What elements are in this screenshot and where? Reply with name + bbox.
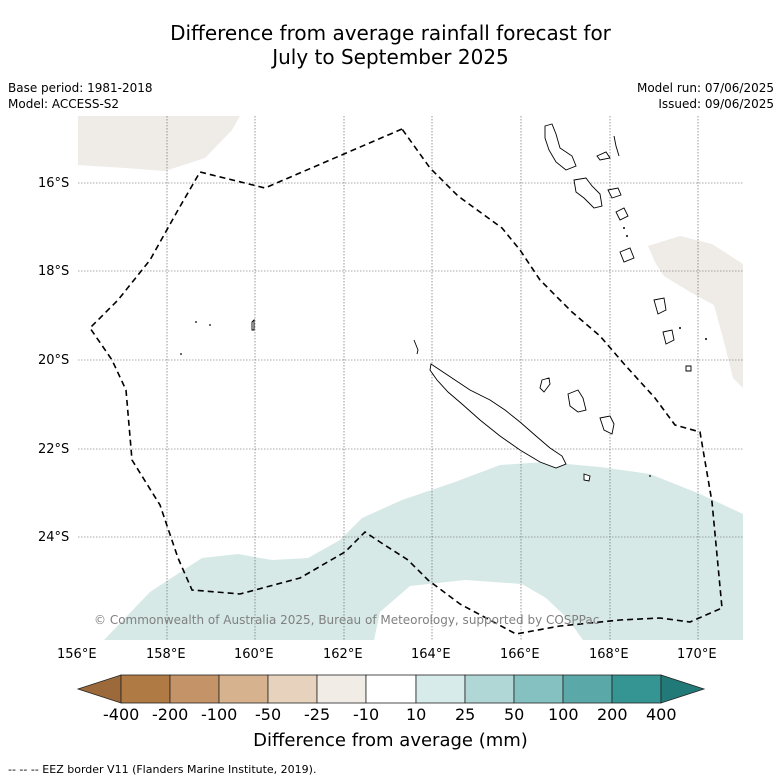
colorbar-label: -25: [304, 705, 331, 724]
colorbar-label: 100: [548, 705, 579, 724]
base-period: Base period: 1981-2018: [8, 81, 153, 95]
lon-label-156e: 156°E: [57, 647, 97, 662]
island-ouvea: [539, 377, 551, 393]
colorbar-label: -10: [353, 705, 380, 724]
lat-label-16s: 16°S: [38, 176, 70, 191]
colorbar-label: 10: [406, 705, 427, 724]
above-average-region-south: [104, 462, 743, 640]
chart-title-line-2: July to September 2025: [272, 45, 509, 69]
colorbar-bin: [120, 674, 171, 704]
colorbar-bin: [464, 674, 515, 704]
colorbar-extend-low: [76, 674, 122, 704]
copyright-notice: © Commonwealth of Australia 2025, Bureau…: [94, 613, 600, 627]
island-ambrym: [607, 187, 622, 199]
island-espiritu-santo: [544, 123, 577, 171]
model-run: Model run: 07/06/2025: [636, 81, 774, 95]
colorbar-extend-high: [660, 674, 706, 704]
lat-label-18s: 18°S: [38, 264, 70, 279]
island-erromango: [619, 247, 635, 263]
lon-label-162e: 162°E: [323, 647, 363, 662]
lon-label-168e: 168°E: [589, 647, 629, 662]
island-isle-of-pines: [583, 473, 591, 482]
lon-label-160e: 160°E: [234, 647, 274, 662]
lat-label-24s: 24°S: [38, 530, 70, 545]
lon-label-164e: 164°E: [411, 647, 451, 662]
island-lifou: [567, 389, 587, 413]
colorbar-bin: [513, 674, 564, 704]
colorbar-title: Difference from average (mm): [253, 730, 528, 751]
island-tanna: [653, 297, 667, 315]
island-malekula: [573, 177, 603, 209]
colorbar-bin: [316, 674, 367, 704]
island-mare: [599, 415, 615, 435]
colorbar-bin: [169, 674, 220, 704]
model-name: Model: ACCESS-S2: [8, 97, 120, 111]
below-average-region-east: [648, 236, 743, 388]
chart-title-line-1: Difference from average rainfall forecas…: [170, 21, 611, 45]
island-new-caledonia: [429, 363, 567, 469]
colorbar-label: -100: [201, 705, 238, 724]
island-aneityum: [662, 329, 675, 345]
colorbar-label: 25: [455, 705, 476, 724]
lon-label-158e: 158°E: [146, 647, 186, 662]
colorbar-label: 200: [597, 705, 628, 724]
colorbar-label: 50: [504, 705, 525, 724]
lat-label-22s: 22°S: [38, 442, 70, 457]
colorbar-label: -200: [152, 705, 189, 724]
colorbar-bin: [415, 674, 466, 704]
islets: [180, 227, 707, 477]
eez-footnote: -- -- -- EEZ border V11 (Flanders Marine…: [8, 763, 317, 776]
below-average-region-northwest: [78, 116, 240, 171]
colorbar-bin: [218, 674, 269, 704]
island-matthew: [685, 365, 692, 372]
colorbar-bin: [611, 674, 662, 704]
colorbar-label: 400: [646, 705, 677, 724]
island-maewo: [613, 135, 620, 157]
island-reef-ellipse: [251, 318, 255, 331]
lon-label-170e: 170°E: [677, 647, 717, 662]
colorbar-bin: [562, 674, 613, 704]
island-efate: [615, 207, 629, 221]
colorbar-label: -50: [255, 705, 282, 724]
eez-border: [88, 128, 723, 635]
issued-date: Issued: 09/06/2025: [658, 97, 774, 111]
lat-label-20s: 20°S: [38, 353, 70, 368]
colorbar-bin: [365, 674, 417, 704]
graticule: [78, 116, 743, 640]
island-belep: [413, 339, 419, 355]
colorbar-label: -400: [103, 705, 140, 724]
island-ambae: [596, 151, 611, 161]
colorbar-bin: [267, 674, 318, 704]
lon-label-166e: 166°E: [500, 647, 540, 662]
